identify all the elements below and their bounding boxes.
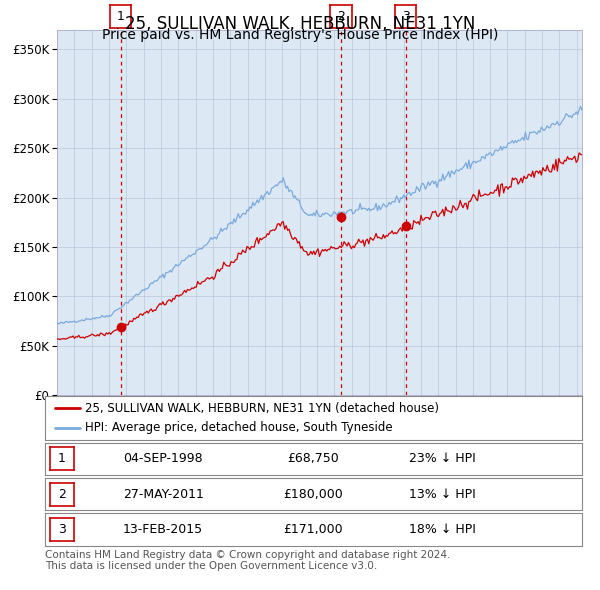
Text: Contains HM Land Registry data © Crown copyright and database right 2024.
This d: Contains HM Land Registry data © Crown c… [45, 550, 451, 572]
Text: 25, SULLIVAN WALK, HEBBURN, NE31 1YN: 25, SULLIVAN WALK, HEBBURN, NE31 1YN [125, 15, 475, 34]
Text: 2: 2 [58, 487, 66, 501]
Text: 04-SEP-1998: 04-SEP-1998 [124, 452, 203, 466]
Text: 3: 3 [58, 523, 66, 536]
Text: 1: 1 [116, 10, 125, 23]
Text: 18% ↓ HPI: 18% ↓ HPI [409, 523, 476, 536]
Text: 13% ↓ HPI: 13% ↓ HPI [409, 487, 476, 501]
Text: 27-MAY-2011: 27-MAY-2011 [123, 487, 203, 501]
Text: 23% ↓ HPI: 23% ↓ HPI [409, 452, 476, 466]
Text: £68,750: £68,750 [287, 452, 340, 466]
Text: £180,000: £180,000 [284, 487, 343, 501]
Text: HPI: Average price, detached house, South Tyneside: HPI: Average price, detached house, Sout… [85, 421, 393, 434]
Text: £171,000: £171,000 [284, 523, 343, 536]
Text: 1: 1 [58, 452, 66, 466]
Text: 2: 2 [337, 10, 345, 23]
Text: Price paid vs. HM Land Registry's House Price Index (HPI): Price paid vs. HM Land Registry's House … [102, 28, 498, 42]
Text: 25, SULLIVAN WALK, HEBBURN, NE31 1YN (detached house): 25, SULLIVAN WALK, HEBBURN, NE31 1YN (de… [85, 402, 439, 415]
Text: 3: 3 [401, 10, 410, 23]
Text: 13-FEB-2015: 13-FEB-2015 [123, 523, 203, 536]
